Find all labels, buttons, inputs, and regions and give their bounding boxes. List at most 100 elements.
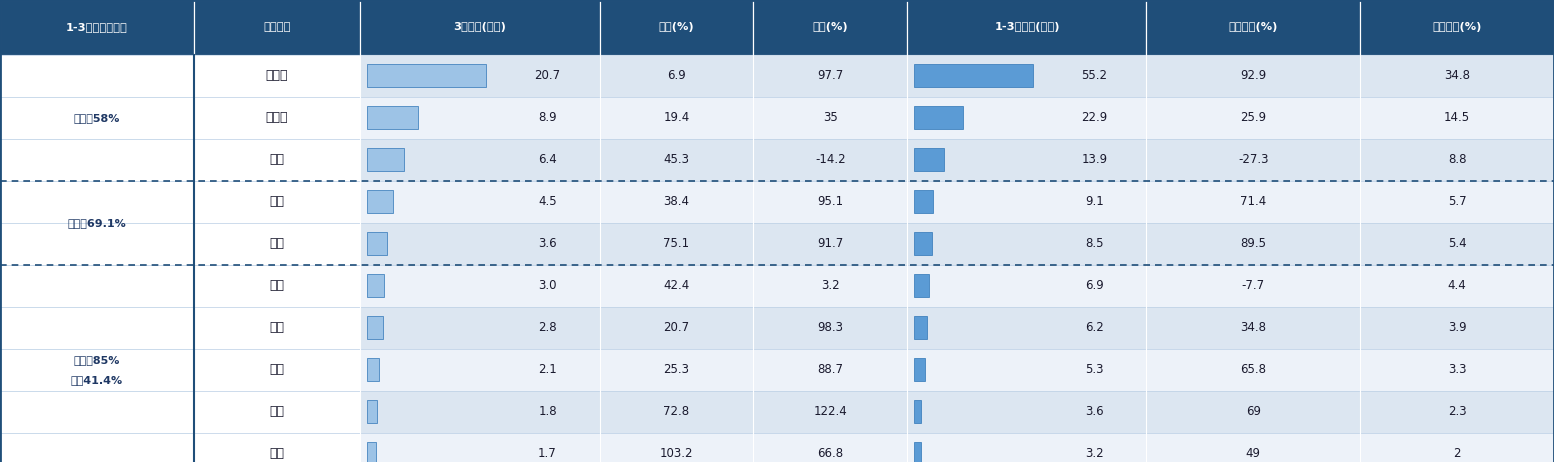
Text: 同比41.4%: 同比41.4% — [71, 375, 123, 385]
Bar — [194, 181, 361, 223]
Bar — [361, 97, 600, 139]
Text: 91.7: 91.7 — [817, 237, 844, 250]
Bar — [1360, 55, 1554, 97]
Bar — [914, 400, 922, 424]
Bar — [194, 223, 361, 265]
Text: 2.8: 2.8 — [538, 321, 556, 334]
Bar — [361, 223, 600, 265]
Text: 69: 69 — [1246, 405, 1260, 419]
Bar — [754, 55, 908, 97]
Bar — [0, 97, 194, 139]
Bar — [1360, 433, 1554, 462]
Text: 1-3月销量(万辆): 1-3月销量(万辆) — [995, 22, 1060, 32]
Bar — [0, 433, 194, 462]
Bar — [361, 265, 600, 307]
Bar — [0, 307, 194, 349]
Bar — [908, 391, 1147, 433]
Bar — [1147, 223, 1360, 265]
Text: 吉利: 吉利 — [269, 321, 284, 334]
Bar — [1360, 97, 1554, 139]
Text: -14.2: -14.2 — [816, 153, 845, 166]
Bar — [1360, 265, 1554, 307]
Text: 25.3: 25.3 — [664, 363, 690, 377]
Bar — [600, 349, 754, 391]
Bar — [600, 433, 754, 462]
Text: 42.4: 42.4 — [664, 279, 690, 292]
Bar — [1147, 181, 1360, 223]
Bar — [0, 391, 194, 433]
Bar — [754, 307, 908, 349]
Bar — [194, 55, 361, 97]
Bar — [0, 97, 194, 139]
Text: 4.5: 4.5 — [538, 195, 556, 208]
Bar — [367, 106, 418, 129]
Text: 13.9: 13.9 — [1082, 153, 1108, 166]
Bar — [754, 265, 908, 307]
Bar — [754, 181, 908, 223]
Text: 3.0: 3.0 — [538, 279, 556, 292]
Text: 34.8: 34.8 — [1444, 69, 1470, 82]
Bar — [0, 139, 194, 181]
Text: 北汽: 北汽 — [269, 447, 284, 461]
Bar — [914, 274, 929, 298]
Text: 14.5: 14.5 — [1444, 111, 1470, 124]
Text: 同比增长(%): 同比增长(%) — [1229, 22, 1277, 32]
Bar — [367, 64, 486, 87]
Bar — [1147, 433, 1360, 462]
Text: 89.5: 89.5 — [1240, 237, 1267, 250]
Bar — [914, 316, 928, 340]
Bar — [194, 139, 361, 181]
Bar — [754, 433, 908, 462]
Bar — [0, 223, 194, 265]
Bar — [600, 55, 754, 97]
Text: 6.9: 6.9 — [1085, 279, 1103, 292]
Bar — [600, 265, 754, 307]
Text: 6.2: 6.2 — [1085, 321, 1103, 334]
Bar — [754, 349, 908, 391]
Text: 92.9: 92.9 — [1240, 69, 1267, 82]
Text: 8.8: 8.8 — [1448, 153, 1467, 166]
Text: 企业名称: 企业名称 — [263, 22, 291, 32]
Text: 3.9: 3.9 — [1448, 321, 1467, 334]
Bar — [1360, 391, 1554, 433]
Bar — [0, 349, 194, 391]
Bar — [361, 391, 600, 433]
Bar — [908, 307, 1147, 349]
Text: 3.3: 3.3 — [1448, 363, 1467, 377]
Bar — [600, 223, 754, 265]
Bar — [367, 148, 404, 171]
Text: 75.1: 75.1 — [664, 237, 690, 250]
Text: 6.9: 6.9 — [667, 69, 685, 82]
Text: 25.9: 25.9 — [1240, 111, 1267, 124]
Bar — [1147, 349, 1360, 391]
Text: 65.8: 65.8 — [1240, 363, 1267, 377]
Text: 9.1: 9.1 — [1085, 195, 1103, 208]
Bar — [914, 148, 943, 171]
Bar — [194, 391, 361, 433]
Bar — [908, 97, 1147, 139]
Bar — [1360, 349, 1554, 391]
Bar — [1147, 139, 1360, 181]
Text: 3.6: 3.6 — [538, 237, 556, 250]
Text: 22.9: 22.9 — [1082, 111, 1108, 124]
Text: 3月销量(万辆): 3月销量(万辆) — [454, 22, 507, 32]
Text: 98.3: 98.3 — [817, 321, 844, 334]
Text: 特斯拉: 特斯拉 — [266, 111, 289, 124]
Bar — [914, 64, 1033, 87]
Bar — [194, 265, 361, 307]
Bar — [0, 391, 194, 433]
Text: 3.2: 3.2 — [1085, 447, 1103, 461]
Text: 前三家58%: 前三家58% — [73, 113, 120, 122]
Text: 东风: 东风 — [269, 279, 284, 292]
Text: 2.3: 2.3 — [1448, 405, 1467, 419]
Text: 理想: 理想 — [269, 363, 284, 377]
Bar — [367, 442, 376, 462]
Text: 3.6: 3.6 — [1085, 405, 1103, 419]
Bar — [367, 316, 382, 340]
Bar — [367, 232, 387, 255]
Bar — [914, 358, 925, 382]
Bar — [1360, 307, 1554, 349]
Text: 5.7: 5.7 — [1448, 195, 1467, 208]
Bar — [1147, 391, 1360, 433]
Text: 19.4: 19.4 — [664, 111, 690, 124]
